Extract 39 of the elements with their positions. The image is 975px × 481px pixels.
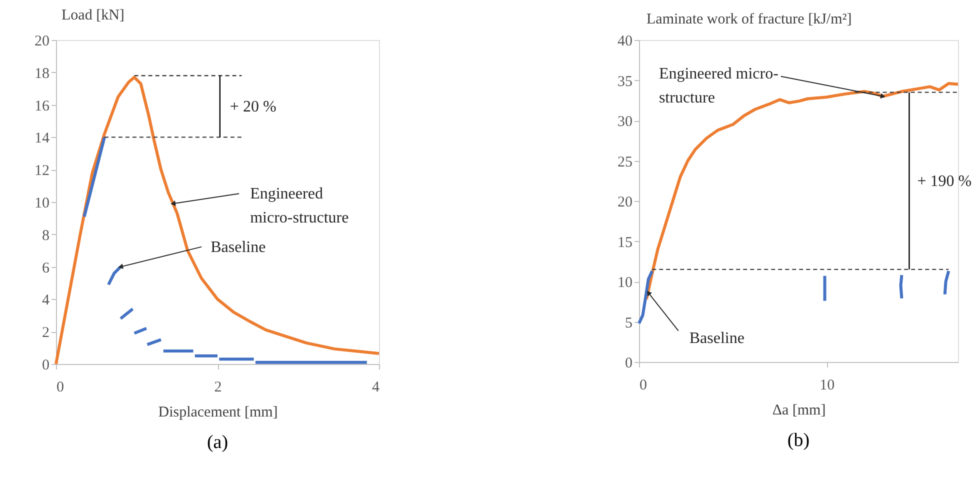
y-tick-label: 0 [42, 358, 50, 374]
y-tick-label: 35 [618, 74, 632, 90]
x-axis-title: Δa [mm] [772, 402, 826, 418]
y-tick-label: 16 [34, 98, 50, 114]
annotation: + 20 % [230, 98, 276, 116]
x-tick-label: 2 [214, 380, 222, 396]
y-tick-label: 4 [42, 292, 50, 309]
y-tick-label: 15 [618, 234, 632, 251]
text: (b) [787, 430, 810, 451]
annotation: Baseline [210, 238, 266, 256]
y-tick-label: 18 [34, 66, 50, 82]
y-tick-label: 0 [625, 356, 632, 372]
annotation: + 190 % [917, 172, 972, 190]
y-tick-label: 14 [34, 130, 50, 147]
x-tick-label: 0 [56, 380, 64, 396]
annotation: Engineered micro- structure [658, 65, 778, 106]
y-tick-label: 30 [618, 114, 632, 130]
y-axis-title: Load [kN] [62, 8, 124, 24]
y-axis-title: Laminate work of fracture [kJ/m²] [646, 12, 852, 28]
y-tick-label: 10 [618, 275, 632, 291]
y-tick-label: 40 [618, 34, 632, 50]
y-tick-label: 5 [625, 315, 632, 332]
y-tick-label: 20 [34, 34, 50, 50]
line-series [638, 270, 654, 325]
y-tick-label: 2 [42, 325, 50, 342]
annotation: Baseline [689, 330, 744, 347]
y-tick-label: 20 [618, 194, 632, 210]
y-tick-label: 8 [42, 228, 50, 244]
y-tick-label: 12 [34, 163, 50, 180]
y-tick-label: 25 [618, 154, 632, 170]
x-axis-title: Displacement [mm] [158, 404, 278, 420]
x-tick-label: 4 [372, 380, 380, 396]
text: (a) [206, 432, 228, 453]
y-tick-label: 10 [34, 196, 50, 212]
annotation: Engineered micro-structure [250, 186, 349, 227]
x-tick-label: 10 [820, 378, 835, 394]
x-tick-label: 0 [640, 378, 647, 394]
y-tick-label: 6 [42, 260, 50, 276]
line-series [645, 82, 960, 301]
